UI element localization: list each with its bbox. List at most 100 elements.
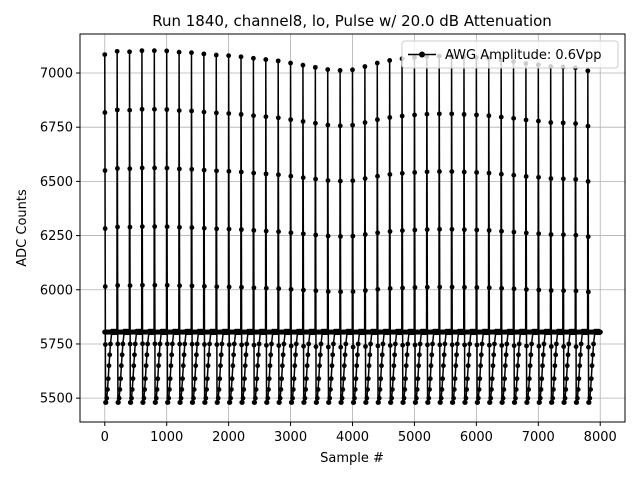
data-point bbox=[165, 400, 171, 405]
data-point bbox=[564, 363, 570, 369]
data-point bbox=[255, 363, 261, 369]
data-point bbox=[327, 395, 333, 401]
data-point bbox=[127, 49, 132, 55]
data-point bbox=[139, 165, 145, 171]
data-point bbox=[439, 387, 445, 392]
data-point bbox=[238, 54, 244, 60]
data-point bbox=[350, 122, 356, 128]
data-point bbox=[314, 395, 320, 401]
data-point bbox=[524, 287, 529, 292]
data-point bbox=[143, 376, 148, 382]
data-point bbox=[231, 352, 236, 358]
data-point bbox=[300, 175, 306, 181]
data-point bbox=[462, 400, 468, 405]
data-point bbox=[388, 400, 394, 405]
data-point bbox=[350, 178, 356, 184]
data-point bbox=[474, 227, 480, 233]
data-point bbox=[387, 343, 393, 348]
data-point bbox=[536, 231, 542, 237]
data-point bbox=[499, 228, 504, 234]
data-point bbox=[414, 395, 419, 401]
data-point bbox=[291, 376, 297, 382]
data-point bbox=[164, 224, 170, 230]
data-point bbox=[403, 363, 409, 369]
data-point bbox=[156, 363, 161, 369]
data-point bbox=[140, 341, 145, 347]
data-point bbox=[118, 363, 124, 369]
data-point bbox=[192, 376, 198, 382]
data-point bbox=[251, 55, 256, 61]
data-point bbox=[239, 400, 245, 405]
data-point bbox=[550, 395, 556, 401]
data-point bbox=[462, 284, 467, 290]
data-point bbox=[290, 395, 295, 401]
data-point bbox=[461, 111, 467, 117]
data-point bbox=[365, 387, 371, 392]
data-point bbox=[226, 342, 232, 348]
data-point bbox=[424, 227, 430, 232]
chart-title: Run 1840, channel8, lo, Pulse w/ 20.0 dB… bbox=[152, 12, 552, 30]
data-point bbox=[242, 376, 247, 382]
data-point bbox=[476, 387, 482, 392]
data-point bbox=[266, 387, 271, 392]
data-point bbox=[312, 64, 318, 70]
data-point bbox=[229, 376, 235, 382]
data-point bbox=[104, 395, 110, 401]
data-point bbox=[182, 341, 188, 347]
data-point bbox=[343, 341, 349, 347]
data-point bbox=[564, 376, 569, 382]
data-point bbox=[288, 343, 294, 349]
data-point bbox=[178, 395, 184, 401]
data-point bbox=[466, 352, 472, 358]
data-point bbox=[511, 343, 517, 349]
data-point bbox=[252, 395, 258, 401]
data-point bbox=[400, 342, 406, 348]
data-point bbox=[201, 109, 207, 115]
data-point bbox=[553, 352, 559, 358]
data-point bbox=[338, 344, 344, 350]
data-point bbox=[105, 387, 110, 392]
data-point bbox=[304, 363, 310, 369]
data-point bbox=[194, 352, 199, 358]
data-point bbox=[306, 341, 312, 347]
data-point bbox=[325, 289, 331, 294]
data-point bbox=[368, 341, 373, 347]
data-point bbox=[238, 111, 244, 117]
data-point bbox=[400, 228, 405, 234]
data-point bbox=[154, 387, 160, 392]
y-tick-label: 6000 bbox=[40, 283, 73, 298]
data-point bbox=[278, 387, 284, 392]
x-tick-label: 7000 bbox=[522, 430, 555, 445]
data-point bbox=[462, 342, 467, 348]
data-point bbox=[337, 68, 343, 73]
data-point bbox=[275, 115, 281, 121]
data-point bbox=[355, 352, 360, 358]
data-point bbox=[552, 363, 558, 369]
data-point bbox=[313, 288, 319, 294]
data-point bbox=[243, 352, 249, 358]
data-point bbox=[203, 395, 209, 401]
data-point bbox=[379, 363, 384, 369]
data-point bbox=[140, 282, 145, 288]
data-point bbox=[429, 352, 435, 358]
data-point bbox=[226, 226, 232, 232]
data-point bbox=[156, 352, 162, 358]
data-point bbox=[574, 400, 580, 405]
data-point bbox=[416, 363, 422, 369]
data-point bbox=[526, 376, 532, 382]
data-point bbox=[363, 344, 368, 349]
data-point bbox=[316, 376, 322, 382]
data-point bbox=[539, 376, 545, 382]
data-point bbox=[226, 168, 232, 174]
data-point bbox=[130, 376, 136, 382]
data-point bbox=[176, 166, 182, 172]
data-point bbox=[213, 110, 219, 116]
data-point bbox=[376, 395, 382, 401]
data-point bbox=[364, 395, 370, 401]
data-point bbox=[227, 400, 233, 405]
x-tick-label: 2000 bbox=[212, 430, 245, 445]
data-point bbox=[151, 48, 157, 54]
data-point bbox=[201, 283, 207, 289]
data-point bbox=[152, 165, 157, 171]
data-point bbox=[586, 400, 592, 405]
